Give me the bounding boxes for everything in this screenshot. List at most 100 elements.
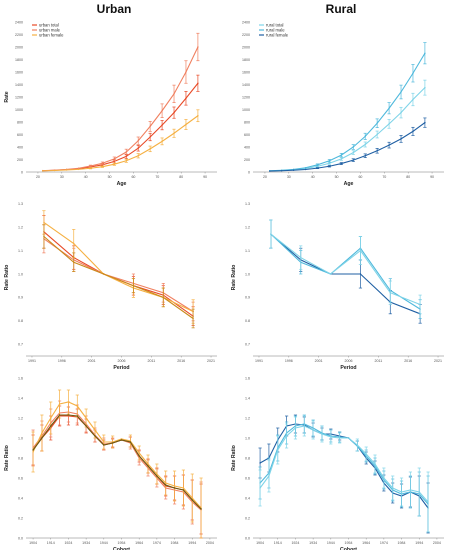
y-tick-label: 1.2 <box>245 416 250 420</box>
data-point <box>185 123 187 126</box>
data-point <box>156 475 158 477</box>
x-tick-label: 2004 <box>433 541 441 545</box>
data-point <box>400 91 402 93</box>
x-tick-label: 80 <box>406 175 410 179</box>
x-tick-label: 1974 <box>153 541 161 545</box>
x-tick-label: 2001 <box>88 359 96 363</box>
x-tick-label: 1984 <box>398 541 406 545</box>
y-tick-label: 1600 <box>15 70 23 74</box>
x-axis-label: Age <box>344 181 354 187</box>
y-tick-label: 0.6 <box>18 476 23 480</box>
data-point <box>400 138 402 140</box>
data-point <box>125 151 127 153</box>
y-tick-label: 1.0 <box>18 436 23 440</box>
data-point <box>316 167 319 169</box>
data-point <box>316 164 319 166</box>
data-point <box>418 491 420 493</box>
data-point <box>347 437 350 439</box>
x-tick-label: 2011 <box>374 359 382 363</box>
data-point <box>94 429 96 431</box>
y-axis-label: Rate Ratio <box>4 265 10 291</box>
panel-rural-cohort: 1904 1914 1924 1934 1944 1954 1964 1974 1984 1994… <box>231 376 444 550</box>
data-point <box>383 477 385 479</box>
data-point <box>161 110 163 112</box>
data-point <box>103 441 105 443</box>
panel-urban-age: 20 30 40 50 60 70 80 90 0 200 400 600 800 1000 1200 140… <box>4 20 217 187</box>
data-point <box>50 417 52 419</box>
x-tick-label: 1964 <box>362 541 370 545</box>
x-tick-label: 30 <box>60 175 64 179</box>
data-point <box>120 438 123 440</box>
data-point <box>185 71 187 73</box>
series-3 <box>42 224 195 329</box>
y-tick-label: 1400 <box>15 83 23 87</box>
data-point <box>192 317 194 320</box>
y-tick-label: 2400 <box>242 20 250 24</box>
y-tick-label: 2200 <box>242 33 250 37</box>
data-point <box>89 165 92 167</box>
series-1 <box>42 224 195 322</box>
data-point <box>388 144 390 146</box>
data-point <box>340 158 343 160</box>
x-tick-label: 2016 <box>177 359 185 363</box>
y-tick-label: 1.4 <box>245 396 250 400</box>
y-tick-label: 1600 <box>242 70 250 74</box>
data-point <box>76 415 78 417</box>
y-tick-label: 0.8 <box>18 456 23 460</box>
data-point <box>182 487 185 489</box>
x-tick-label: 70 <box>382 175 386 179</box>
data-point <box>73 261 75 263</box>
data-point <box>149 136 151 138</box>
data-point <box>165 482 167 484</box>
data-point <box>85 425 87 427</box>
x-tick-label: 2011 <box>147 359 155 363</box>
x-axis-label: Period <box>113 365 129 371</box>
x-tick-label: 1996 <box>58 359 66 363</box>
data-point <box>149 148 151 150</box>
data-point <box>259 462 261 464</box>
data-point <box>77 167 80 169</box>
data-point <box>191 499 193 501</box>
data-point <box>268 475 270 477</box>
data-point <box>197 46 199 48</box>
series-line <box>269 52 426 172</box>
y-tick-label: 0 <box>248 170 250 174</box>
data-point <box>200 508 202 510</box>
series-2 <box>258 415 430 533</box>
x-axis-label: Cohort <box>113 547 130 550</box>
x-tick-label: 1904 <box>29 541 37 545</box>
y-tick-label: 1.0 <box>245 272 250 276</box>
data-point <box>76 405 78 407</box>
x-tick-label: 20 <box>263 175 267 179</box>
x-tick-label: 1934 <box>82 541 90 545</box>
x-tick-label: 1914 <box>274 541 282 545</box>
data-point <box>161 140 163 143</box>
panel-urban-period: 1991 1996 2001 2006 2011 2016 2021 0.7 0.8 0.9 1.0… <box>4 202 217 371</box>
data-point <box>292 169 295 171</box>
data-point <box>294 427 297 429</box>
series-0 <box>269 219 422 324</box>
x-tick-label: 90 <box>203 175 207 179</box>
legend-label: urban male <box>39 27 61 32</box>
y-tick-label: 1.0 <box>18 272 23 276</box>
y-tick-label: 2400 <box>15 20 23 24</box>
x-tick-label: 1994 <box>188 541 196 545</box>
data-point <box>73 242 75 245</box>
data-point <box>185 97 187 99</box>
x-tick-label: 1954 <box>118 541 126 545</box>
series-line <box>32 415 202 510</box>
data-point <box>376 133 378 136</box>
data-point <box>312 429 314 431</box>
data-point <box>376 150 378 152</box>
data-point <box>328 165 331 167</box>
y-tick-label: 0.9 <box>245 296 250 300</box>
y-tick-label: 0.0 <box>18 536 23 540</box>
series-line <box>42 115 199 172</box>
series-urban-male <box>42 32 200 172</box>
series-2 <box>42 210 195 324</box>
data-point <box>389 292 391 294</box>
y-tick-label: 0.4 <box>245 496 250 500</box>
data-point <box>137 140 139 142</box>
x-axis-label: Age <box>117 181 127 187</box>
